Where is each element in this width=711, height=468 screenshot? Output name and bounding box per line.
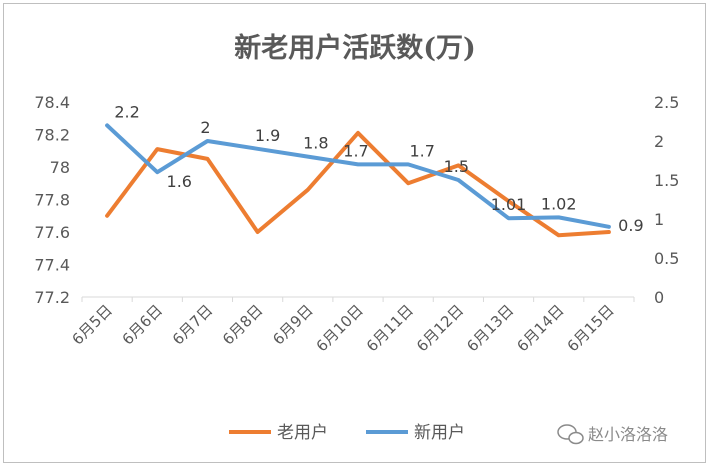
data-point	[307, 189, 309, 191]
data-point	[106, 215, 108, 217]
data-point	[457, 179, 459, 181]
x-tick-label: 6月8日	[219, 301, 266, 348]
data-point	[407, 163, 409, 165]
data-point	[357, 132, 359, 134]
legend-label-new-users: 新用户	[414, 423, 465, 443]
x-tick-label: 6月15日	[564, 301, 618, 355]
data-point	[407, 182, 409, 184]
y-right-tick-label: 1.5	[654, 171, 679, 190]
data-point	[156, 148, 158, 150]
y-left-tick-label: 77.6	[34, 223, 70, 242]
y-right-tick-label: 0	[654, 288, 664, 307]
x-tick-label: 6月6日	[119, 301, 166, 348]
x-tick-label: 6月5日	[68, 301, 115, 348]
x-tick-label: 6月14日	[513, 301, 567, 355]
data-label: 1.9	[255, 126, 280, 145]
data-label: 2	[200, 118, 210, 137]
data-label: 1.01	[491, 195, 527, 214]
y-left-tick-label: 77.8	[34, 191, 70, 210]
chart-frame: 新老用户活跃数(万) 77.2 77.4 77.6 77.8 78 78.2 78.4 0 0.5…	[3, 3, 706, 463]
data-label: 2.2	[114, 102, 139, 121]
data-point	[357, 163, 359, 165]
data-label: 0.9	[618, 216, 643, 235]
data-point	[457, 164, 459, 166]
line-chart: 新老用户活跃数(万) 77.2 77.4 77.6 77.8 78 78.2 78.4 0 0.5…	[34, 32, 679, 445]
x-tick-label: 6月11日	[363, 301, 417, 355]
data-label: 1.8	[303, 134, 328, 153]
data-point	[558, 216, 560, 218]
y-right-tick-label: 2.5	[654, 93, 679, 112]
y-right-tick-label: 0.5	[654, 249, 679, 268]
y-left-tick-label: 78.2	[34, 126, 70, 145]
data-point	[608, 226, 610, 228]
x-tick-label: 6月7日	[169, 301, 216, 348]
x-tick-label: 6月10日	[313, 301, 367, 355]
y-right-tick-label: 1	[654, 210, 664, 229]
chart-title: 新老用户活跃数(万)	[234, 32, 476, 64]
watermark-text: 赵小洛洛洛	[588, 425, 668, 444]
wechat-icon	[557, 424, 584, 445]
data-point	[608, 231, 610, 233]
data-label: 1.6	[167, 172, 192, 191]
data-point	[106, 124, 108, 126]
x-tick-label: 6月9日	[269, 301, 316, 348]
data-point	[206, 158, 208, 160]
x-tick-label: 6月13日	[463, 301, 517, 355]
y-left-tick-label: 78.4	[34, 93, 70, 112]
x-tick-label: 6月12日	[413, 301, 467, 355]
y-left-tick-label: 77.4	[34, 256, 70, 275]
data-label: 1.02	[541, 194, 577, 213]
data-label: 1.7	[409, 141, 434, 160]
data-label: 1.5	[444, 157, 469, 176]
y-left-tick-label: 77.2	[34, 288, 70, 307]
data-point	[257, 231, 259, 233]
data-point	[508, 200, 510, 202]
data-point	[206, 140, 208, 142]
data-point	[156, 171, 158, 173]
data-point	[257, 148, 259, 150]
data-point	[508, 217, 510, 219]
data-point	[307, 156, 309, 158]
y-right-tick-label: 2	[654, 132, 664, 151]
data-label: 1.7	[343, 141, 368, 160]
legend-label-old-users: 老用户	[277, 423, 328, 443]
data-point	[558, 234, 560, 236]
y-left-tick-label: 78	[50, 158, 70, 177]
